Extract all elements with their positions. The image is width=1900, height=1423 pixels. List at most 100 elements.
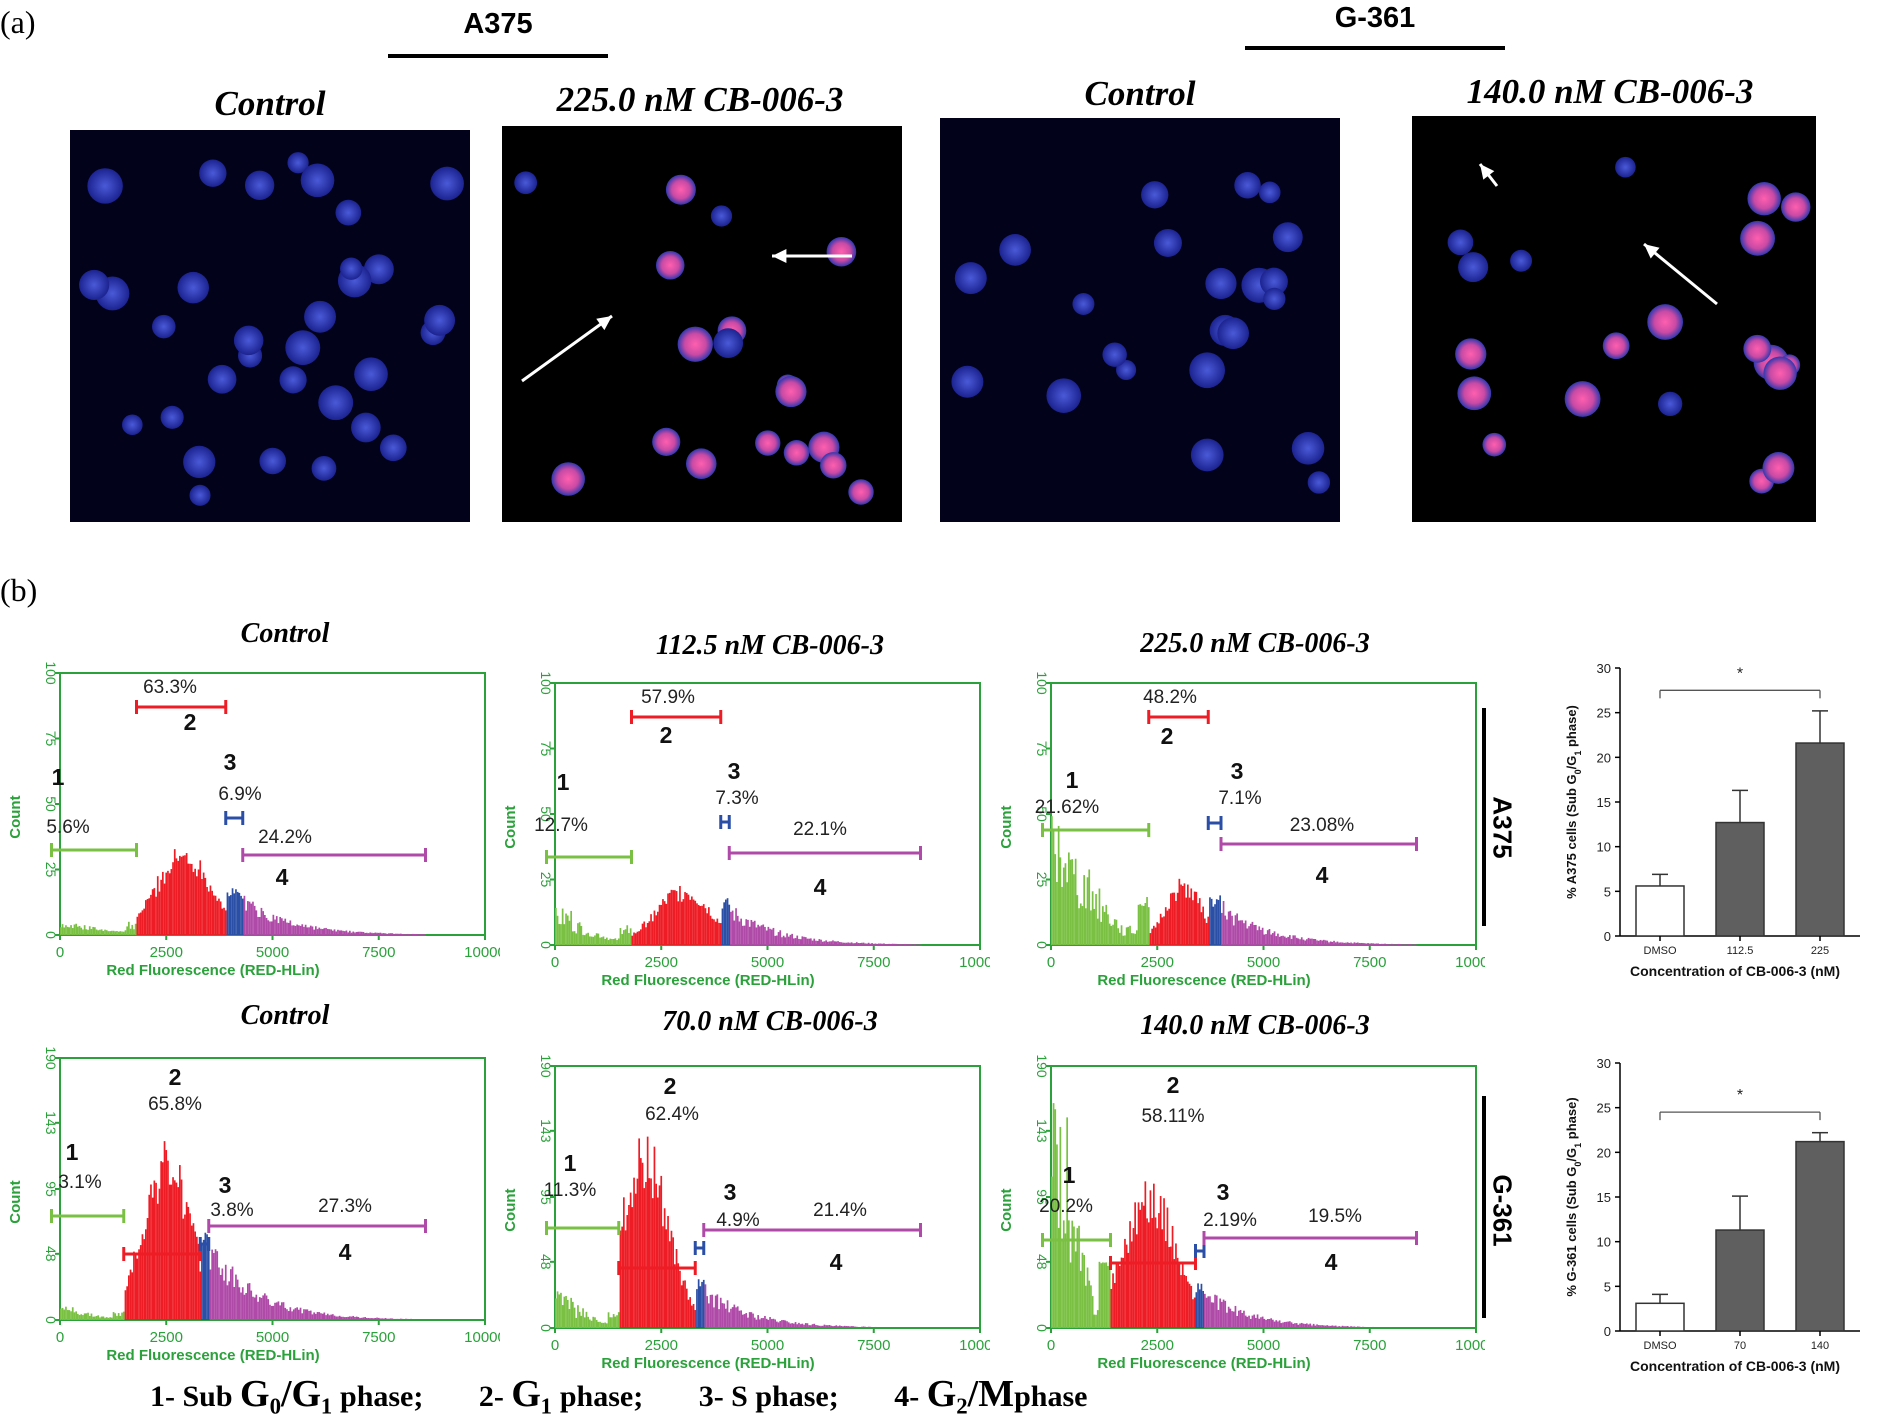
apoptotic-nucleus [1457, 376, 1492, 411]
histogram-bin [616, 1315, 618, 1328]
histogram-bin [292, 925, 295, 935]
histogram-bin [303, 1309, 305, 1320]
histogram-bin [561, 908, 564, 945]
histogram-bin [886, 944, 889, 945]
histogram-bin [247, 1283, 249, 1320]
histogram-bin [1249, 923, 1252, 945]
histogram-bin [764, 926, 766, 945]
histogram-bin [258, 1297, 261, 1320]
histogram-bin [714, 1295, 717, 1328]
histogram-bin [82, 1315, 84, 1320]
plot-frame [1050, 682, 1477, 946]
histogram-bin [750, 1312, 753, 1328]
bar [1635, 1302, 1685, 1332]
histogram-bin [830, 1325, 833, 1328]
histogram-bin [1059, 1126, 1062, 1328]
histogram-bin [645, 1181, 647, 1328]
histogram-bin [1380, 1327, 1383, 1328]
histogram-bin [708, 1303, 710, 1328]
arrow-annotation-head [772, 249, 787, 263]
histogram-bin [1275, 1320, 1278, 1328]
histogram-bin [281, 918, 283, 935]
histogram-bin [1192, 900, 1194, 945]
histogram-bin [895, 1327, 897, 1328]
histogram-bin [294, 925, 297, 935]
y-tick-label: 143 [538, 1119, 554, 1143]
histogram-bin [230, 1269, 232, 1320]
histogram-bin [1061, 886, 1063, 945]
histogram-bin [1147, 1222, 1150, 1328]
y-axis-label: Count [998, 1188, 1015, 1231]
histogram-bin [1314, 939, 1317, 945]
histogram-bin [772, 1318, 775, 1328]
histogram-bin [759, 926, 761, 945]
histogram-bin [896, 943, 899, 945]
histogram-bin [1338, 1326, 1340, 1328]
histogram-bin [298, 925, 300, 935]
histogram-bin [1115, 919, 1118, 945]
histogram-bin [405, 1318, 407, 1320]
histogram-bin [767, 926, 770, 945]
histogram-bin [185, 853, 188, 935]
histogram-bin [418, 1319, 421, 1320]
histogram-bin [1270, 934, 1272, 945]
y-tick-label: 25 [1597, 706, 1611, 721]
histogram-bin [372, 1318, 375, 1320]
histogram-bin [1387, 1327, 1390, 1328]
histogram-bin [1052, 1103, 1055, 1328]
histogram-bin [611, 1317, 613, 1328]
histogram-bin [1351, 1326, 1354, 1328]
histogram-bin [609, 938, 612, 945]
histogram-bin [1125, 927, 1128, 945]
histogram-bin [1178, 878, 1181, 945]
histogram-bin [1079, 903, 1082, 945]
histogram-bin [1367, 1327, 1369, 1328]
histogram-bin [594, 935, 596, 945]
histogram-bin [711, 1294, 714, 1328]
histogram-bin [776, 935, 778, 945]
histogram-bin [1096, 918, 1099, 945]
histogram-bin [1202, 906, 1204, 945]
histogram-bin [891, 1327, 894, 1328]
histogram-bin [291, 925, 293, 935]
histogram-bin [1153, 1183, 1155, 1328]
histogram-bin [1382, 943, 1385, 945]
histogram-bin [816, 1325, 819, 1328]
histogram-bin [1088, 1280, 1091, 1328]
histogram-bin [1244, 1315, 1247, 1328]
histogram-bin [828, 1324, 831, 1328]
x-tick-label: 2500 [645, 1337, 678, 1354]
histogram-bin [1280, 1323, 1283, 1328]
histogram-bin [760, 925, 763, 945]
histogram-bin [1113, 1282, 1116, 1328]
histogram-bin [1105, 1262, 1108, 1328]
histogram-bin [1333, 940, 1335, 945]
histogram-bin [668, 892, 671, 945]
histogram-bin [301, 924, 304, 935]
histogram-bin [287, 1311, 290, 1320]
histogram-bin [1283, 936, 1286, 945]
histogram-bin [1346, 1326, 1349, 1328]
nucleus [79, 269, 110, 301]
y-tick-label: 100 [1034, 671, 1050, 695]
histogram-bin [1370, 943, 1373, 945]
histogram-bin [388, 933, 390, 935]
histogram-bin [1217, 899, 1220, 945]
histogram-bin [325, 1315, 327, 1320]
histogram-bin [827, 941, 829, 945]
histogram-bin [1078, 908, 1080, 945]
histogram-bin [878, 943, 880, 945]
histogram-bin [1222, 1299, 1225, 1328]
x-tick-label: 7500 [362, 944, 395, 961]
nucleus [183, 445, 216, 479]
histogram-bin [1258, 926, 1261, 945]
histogram-bin [63, 927, 66, 935]
histogram-bin [400, 1318, 402, 1320]
histogram-bin [765, 930, 768, 945]
histogram-bin [866, 943, 868, 945]
histogram-bin [1331, 1325, 1334, 1328]
histogram-bin [1098, 888, 1101, 945]
histogram-bin [359, 1317, 361, 1320]
apoptotic-nucleus [677, 326, 713, 362]
histogram-bin [66, 1310, 69, 1320]
